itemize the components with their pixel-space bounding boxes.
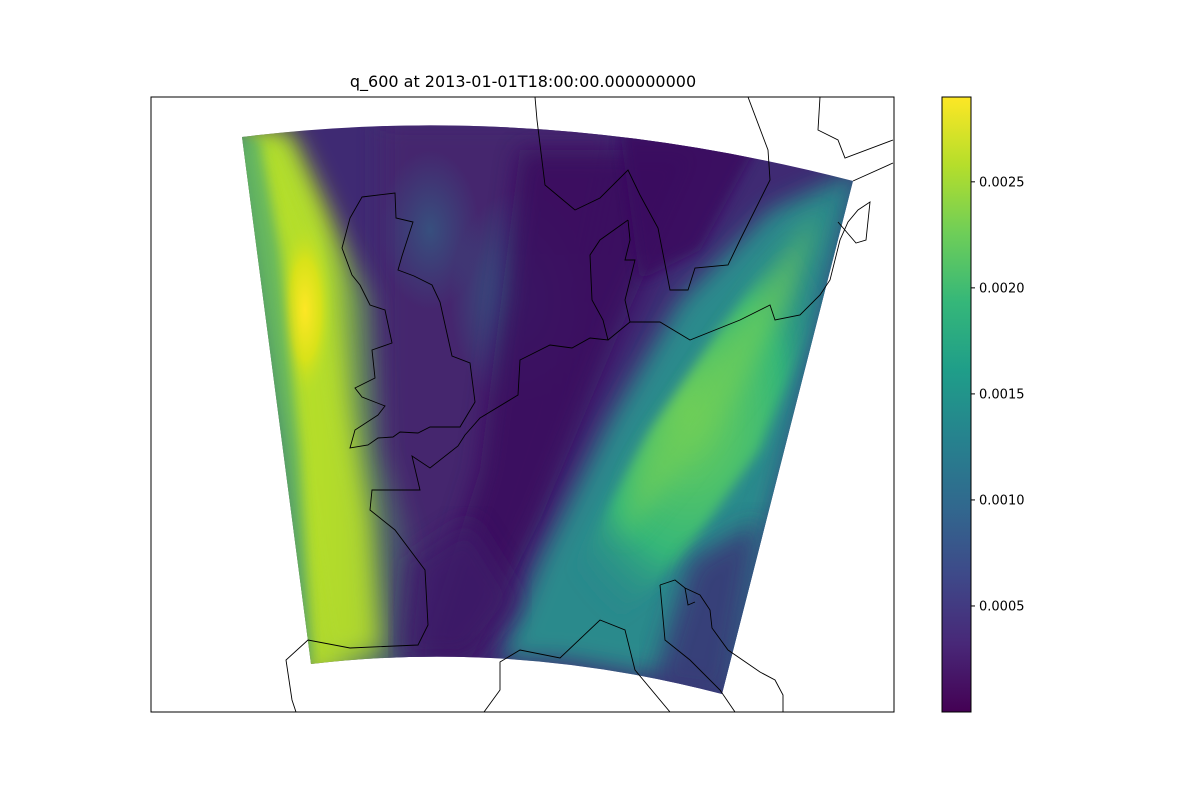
colorbar-frame — [941, 96, 972, 713]
plot-title: q_600 at 2013-01-01T18:00:00.000000000 — [349, 72, 697, 91]
colorbar-tick-label: 0.0020 — [979, 281, 1025, 296]
humidity-field — [242, 125, 853, 694]
colorbar-gradient — [942, 97, 971, 712]
colorbar-tick-label: 0.0025 — [979, 175, 1025, 190]
colorbar-ticks: 0.0005 0.0010 0.0015 0.0020 0.0025 — [971, 175, 1025, 614]
colorbar: 0.0005 0.0010 0.0015 0.0020 0.0025 — [941, 96, 1025, 713]
colorbar-tick-label: 0.0015 — [979, 387, 1025, 402]
colorbar-tick-label: 0.0010 — [979, 493, 1025, 508]
coastlines — [285, 97, 894, 712]
colorbar-tick-label: 0.0005 — [979, 599, 1025, 614]
